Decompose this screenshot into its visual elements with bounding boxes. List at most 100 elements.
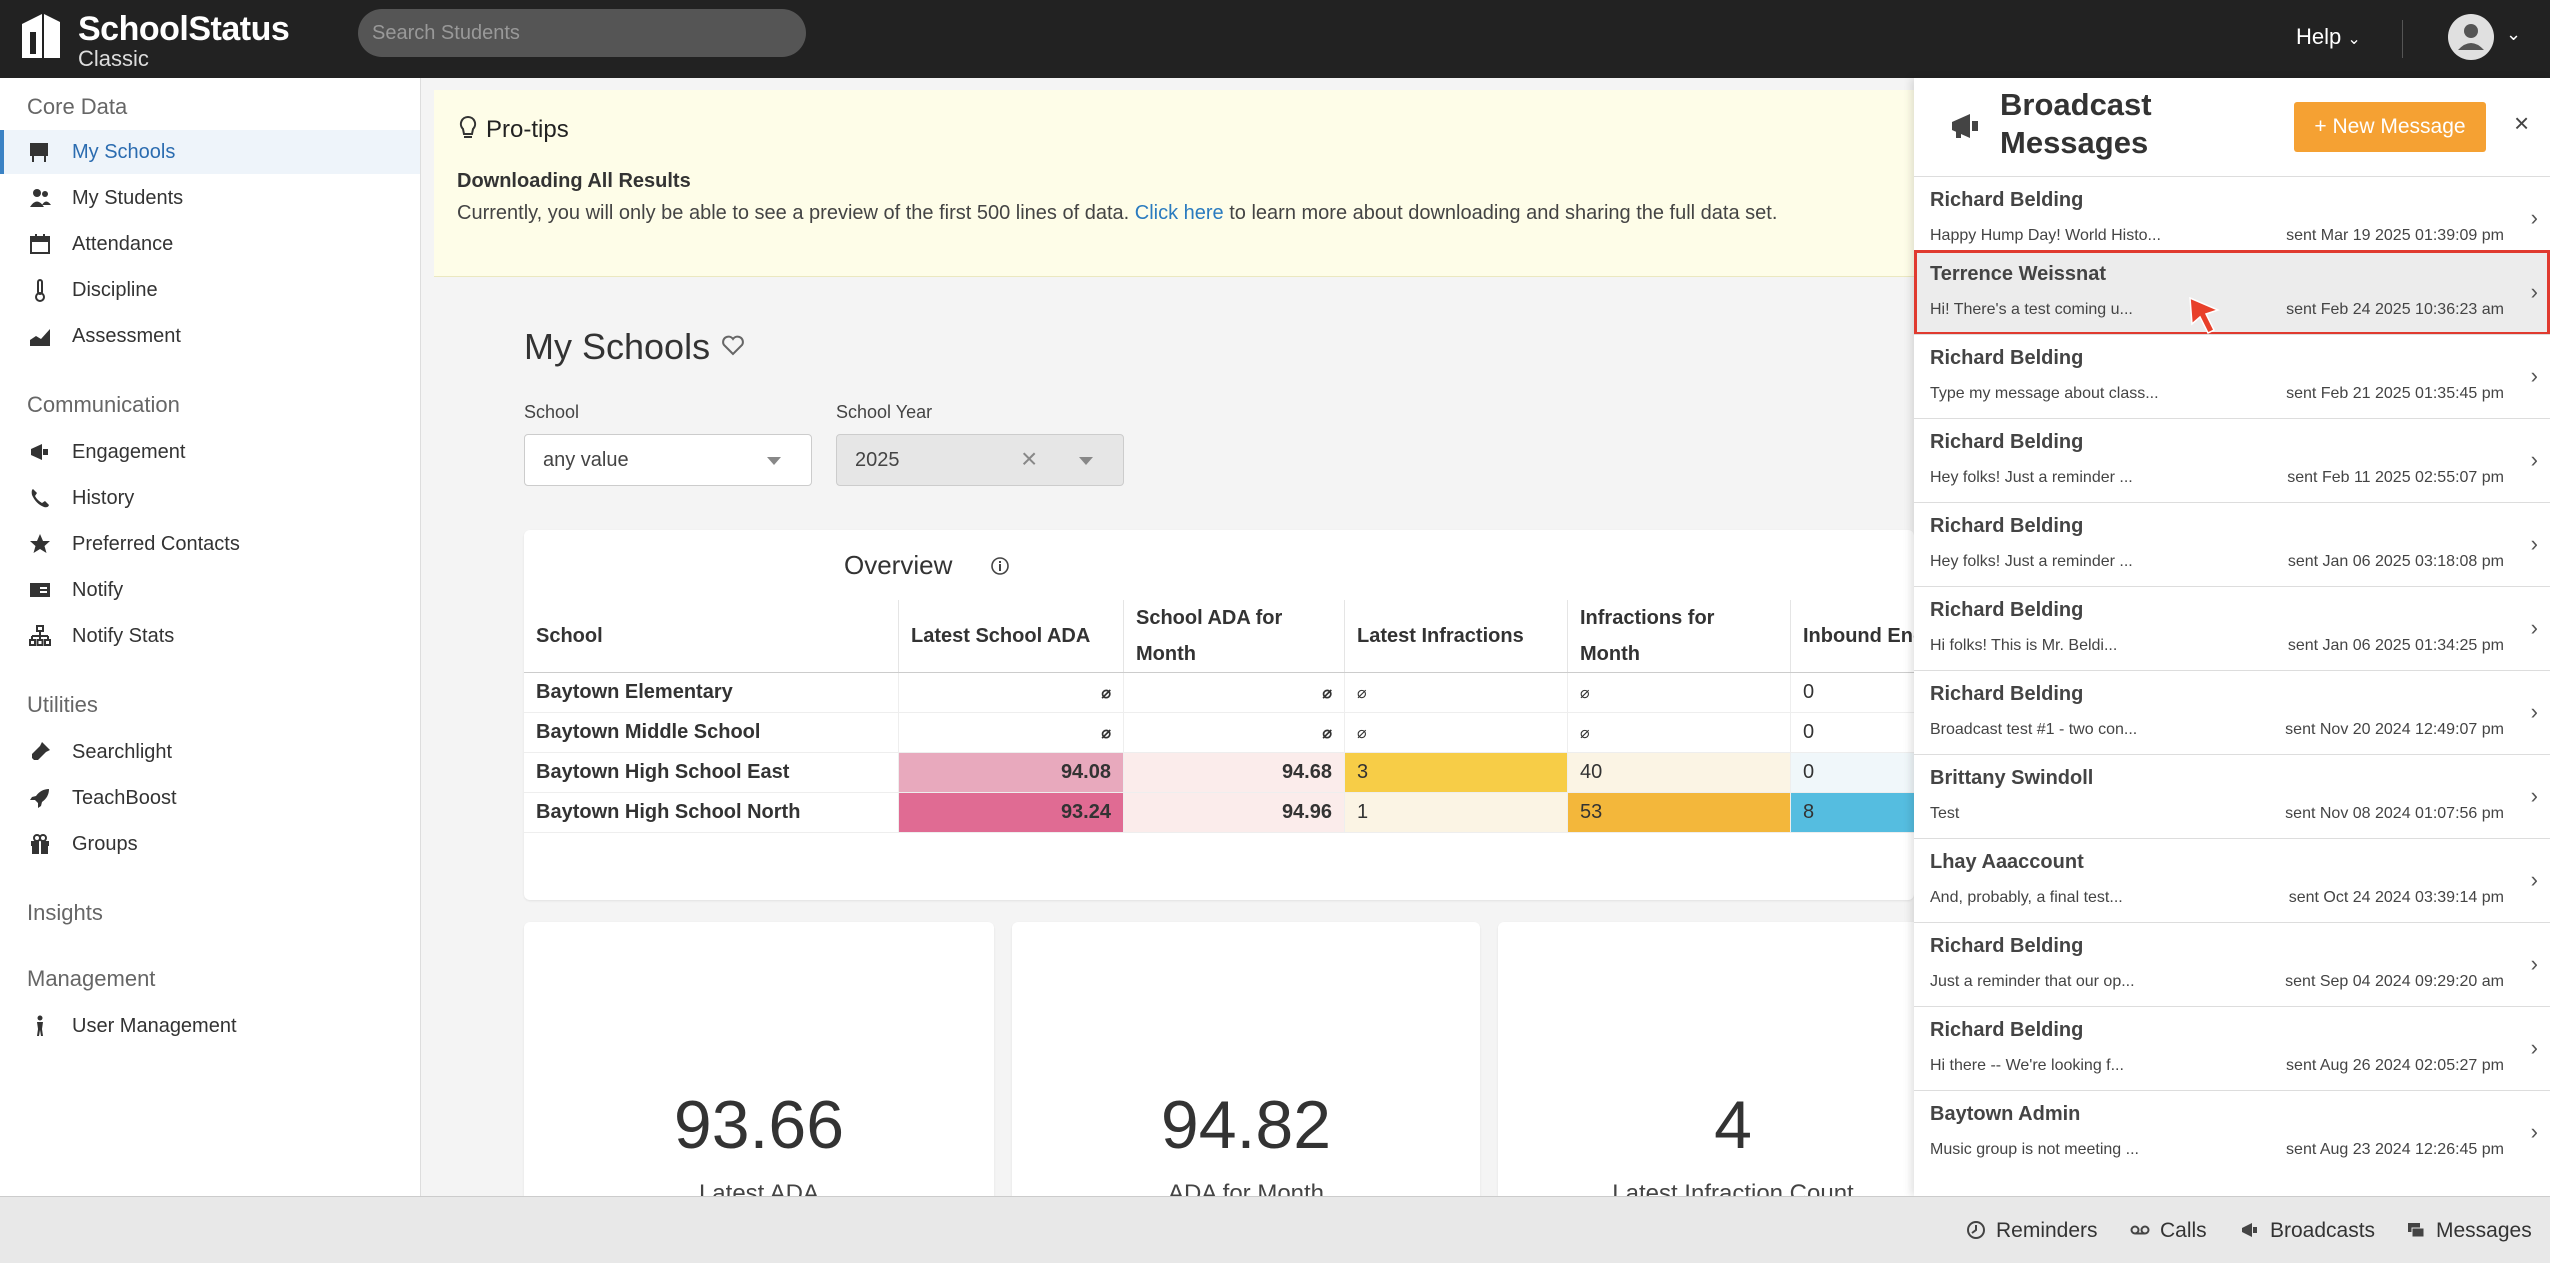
list-item[interactable]: Richard Belding Broadcast test #1 - two … — [1914, 670, 2550, 755]
pro-tips-text: Currently, you will only be able to see … — [457, 202, 1778, 224]
pro-tips-banner: Pro-tips Downloading All Results Current… — [434, 90, 1914, 277]
sidebar-item-assessment[interactable]: Assessment — [0, 314, 420, 358]
list-item[interactable]: Richard Belding Hey folks! Just a remind… — [1914, 502, 2550, 587]
school-year-select[interactable]: 2025 × — [836, 434, 1124, 486]
list-item[interactable]: Richard Belding Hey folks! Just a remind… — [1914, 418, 2550, 503]
app-subtitle: Classic — [78, 46, 149, 71]
col-latest-ada[interactable]: Latest School ADA — [898, 600, 1124, 673]
new-message-button[interactable]: + New Message — [2294, 102, 2486, 152]
clear-icon[interactable]: × — [1021, 443, 1038, 474]
list-item[interactable]: Richard Belding Hi there -- We're lookin… — [1914, 1006, 2550, 1091]
cell-null: ⌀ — [1567, 672, 1791, 713]
lightbulb-icon — [459, 115, 477, 138]
sidebar-item-label: Assessment — [72, 325, 181, 347]
sidebar-item-notify-stats[interactable]: Notify Stats — [0, 614, 420, 658]
top-bar: SchoolStatus Classic Help ⌄ ⌄ — [0, 0, 2550, 78]
list-item-selected[interactable]: Terrence Weissnat Hi! There's a test com… — [1914, 250, 2550, 335]
school-select[interactable]: any value — [524, 434, 812, 486]
broadcasts-button[interactable]: Broadcasts — [2240, 1219, 2375, 1243]
message-preview: Hi folks! This is Mr. Beldi... — [1930, 637, 2118, 654]
table-row[interactable]: Baytown Middle School ⌀ ⌀ ⌀ ⌀ 0 — [524, 712, 2017, 753]
search-students-input[interactable] — [358, 9, 806, 57]
sidebar-item-discipline[interactable]: Discipline — [0, 268, 420, 312]
chevron-right-icon: › — [2530, 951, 2538, 976]
sidebar-item-preferred-contacts[interactable]: Preferred Contacts — [0, 522, 420, 566]
school-filter-label: School — [524, 402, 580, 422]
message-preview: Hey folks! Just a reminder ... — [1930, 553, 2133, 570]
clock-icon — [1967, 1221, 1985, 1239]
table-row[interactable]: Baytown Elementary ⌀ ⌀ ⌀ ⌀ 0 — [524, 672, 2017, 713]
avatar-chevron-icon[interactable]: ⌄ — [2506, 24, 2522, 44]
list-item[interactable]: Brittany Swindoll Test sent Nov 08 2024 … — [1914, 754, 2550, 839]
col-latest-infractions[interactable]: Latest Infractions — [1344, 600, 1568, 673]
sidebar-item-label: Searchlight — [72, 741, 173, 763]
list-item[interactable]: Lhay Aaaccount And, probably, a final te… — [1914, 838, 2550, 923]
sidebar-item-teachboost[interactable]: TeachBoost — [0, 776, 420, 820]
col-school[interactable]: School — [524, 600, 899, 673]
sidebar-item-engagement[interactable]: Engagement — [0, 430, 420, 474]
section-utilities: Utilities — [27, 692, 98, 717]
list-item[interactable]: Richard Belding Just a reminder that our… — [1914, 922, 2550, 1007]
col-ada-month[interactable]: School ADA for Month — [1123, 600, 1345, 673]
sidebar-item-user-management[interactable]: User Management — [0, 1004, 420, 1048]
user-avatar[interactable] — [2448, 14, 2494, 60]
help-menu[interactable]: Help ⌄ — [2296, 24, 2361, 50]
megaphone-icon — [1952, 114, 1978, 138]
sender-name: Terrence Weissnat — [1930, 263, 2107, 285]
message-preview: Test — [1930, 805, 1960, 822]
section-insights[interactable]: Insights — [27, 900, 103, 925]
message-time: sent Mar 19 2025 01:39:09 pm — [2286, 227, 2504, 244]
calls-button[interactable]: Calls — [2130, 1219, 2207, 1243]
megaphone-icon — [2242, 1223, 2257, 1237]
col-infractions-month[interactable]: Infractions for Month — [1567, 600, 1791, 673]
message-time: sent Jan 06 2025 01:34:25 pm — [2287, 637, 2504, 654]
messages-button[interactable]: Messages — [2406, 1219, 2532, 1243]
message-preview: Type my message about class... — [1930, 385, 2159, 402]
chevron-right-icon: › — [2530, 615, 2538, 640]
list-item[interactable]: Baytown Admin Music group is not meeting… — [1914, 1090, 2550, 1175]
sidebar-item-my-schools[interactable]: My Schools — [0, 130, 420, 174]
sender-name: Richard Belding — [1930, 599, 2084, 621]
chevron-right-icon: › — [2530, 279, 2538, 304]
sidebar-item-attendance[interactable]: Attendance — [0, 222, 420, 266]
caret-down-icon[interactable] — [1079, 457, 1093, 465]
list-item[interactable]: Richard Belding Hi folks! This is Mr. Be… — [1914, 586, 2550, 671]
message-time: sent Oct 24 2024 03:39:14 pm — [2288, 889, 2504, 906]
sidebar-item-my-students[interactable]: My Students — [0, 176, 420, 220]
caret-down-icon — [767, 457, 781, 465]
kpi-value: 94.82 — [1160, 1087, 1332, 1163]
section-management: Management — [27, 966, 156, 991]
cell-latest-infractions: 1 — [1344, 792, 1568, 833]
reminders-button[interactable]: Reminders — [1966, 1219, 2098, 1243]
chevron-right-icon: › — [2530, 1119, 2538, 1144]
thermometer-icon — [35, 279, 45, 302]
close-icon[interactable]: × — [2514, 108, 2530, 138]
phone-icon — [31, 489, 49, 508]
sidebar-item-notify[interactable]: Notify — [0, 568, 420, 612]
sender-name: Richard Belding — [1930, 1019, 2084, 1041]
card-icon — [30, 583, 50, 597]
sender-name: Richard Belding — [1930, 189, 2084, 211]
cell-null: ⌀ — [1344, 712, 1568, 753]
list-item[interactable]: Richard Belding Type my message about cl… — [1914, 334, 2550, 419]
star-icon — [30, 534, 50, 553]
message-time: sent Nov 08 2024 01:07:56 pm — [2285, 805, 2504, 822]
app-logo[interactable]: SchoolStatus Classic — [18, 10, 290, 71]
flashlight-icon — [32, 742, 50, 760]
kpi-latest-infractions: 4 Latest Infraction Count — [1498, 922, 1968, 1222]
sidebar-item-history[interactable]: History — [0, 476, 420, 520]
sidebar-item-searchlight[interactable]: Searchlight — [0, 730, 420, 774]
info-icon[interactable] — [990, 556, 1010, 576]
table-row[interactable]: Baytown High School East 94.08 94.68 3 4… — [524, 752, 2017, 793]
message-time: sent Feb 21 2025 01:35:45 pm — [2286, 385, 2504, 402]
chart-area-icon — [30, 329, 50, 346]
kpi-ada-month: 94.82 ADA for Month — [1012, 922, 1480, 1222]
table-row[interactable]: Baytown High School North 93.24 94.96 1 … — [524, 792, 2017, 833]
sidebar-item-label: My Schools — [72, 141, 176, 163]
sidebar-item-groups[interactable]: Groups — [0, 822, 420, 866]
heart-icon[interactable] — [720, 332, 746, 358]
cell-null: ⌀ — [1567, 712, 1791, 753]
section-communication: Communication — [27, 392, 180, 417]
list-item[interactable]: Richard Belding Happy Hump Day! World Hi… — [1914, 176, 2550, 261]
click-here-link[interactable]: Click here — [1134, 202, 1224, 224]
